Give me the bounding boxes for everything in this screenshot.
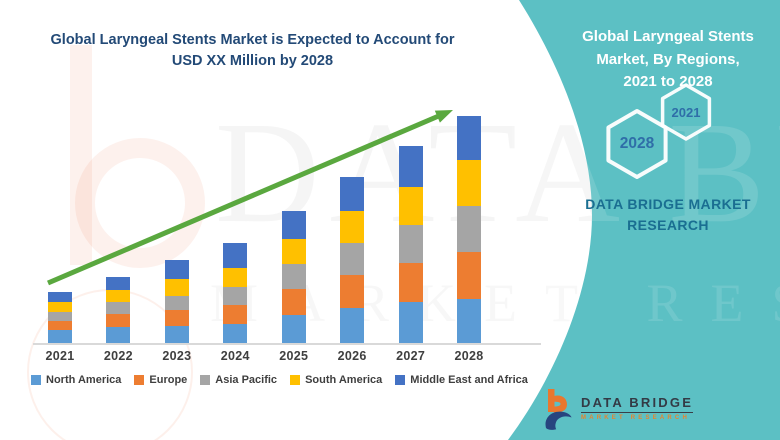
data-bridge-logo-icon — [545, 389, 572, 430]
data-bridge-logo-text: DATA BRIDGE MARKET RESEARCH — [581, 389, 694, 421]
bar-segment-europe — [48, 321, 72, 330]
bar-segment-middle-east-and-africa — [281, 211, 306, 239]
x-axis-label-2026: 2026 — [337, 349, 367, 363]
bar-segment-north-america — [340, 308, 365, 343]
logo-divider — [581, 412, 694, 413]
stacked-bar-2024 — [223, 243, 248, 343]
side-panel-heading: Global Laryngeal Stents Market, By Regio… — [556, 26, 780, 94]
watermark-b-bowl — [75, 138, 205, 268]
bar-segment-north-america — [398, 302, 423, 343]
bar-segment-asia-pacific — [164, 296, 189, 310]
legend-swatch — [395, 375, 406, 385]
bar-segment-europe — [281, 289, 306, 315]
bar-segment-middle-east-and-africa — [457, 116, 481, 160]
bar-segment-south-america — [164, 279, 189, 296]
x-axis-label-2021: 2021 — [45, 349, 75, 363]
legend-label: Middle East and Africa — [410, 374, 528, 386]
bar-segment-asia-pacific — [281, 264, 306, 289]
legend-item-asia-pacific: Asia Pacific — [200, 374, 277, 386]
stacked-bar-2027 — [398, 146, 423, 343]
logo-name-text: DATA BRIDGE — [581, 395, 694, 410]
stacked-bar-2025 — [281, 211, 306, 343]
legend-item-middle-east-and-africa: Middle East and Africa — [395, 374, 528, 386]
side-panel-heading-line2: Market, By Regions, — [596, 50, 740, 68]
bar-segment-middle-east-and-africa — [106, 277, 131, 290]
logo-sub-text: MARKET RESEARCH — [581, 415, 691, 421]
x-axis-label-2027: 2027 — [396, 349, 426, 363]
legend-label: North America — [46, 374, 122, 386]
bar-segment-middle-east-and-africa — [340, 177, 365, 211]
bar-segment-europe — [398, 263, 423, 302]
data-bridge-logo: DATA BRIDGE MARKET RESEARCH — [545, 389, 694, 430]
bar-segment-asia-pacific — [48, 312, 72, 321]
brand-text: DATA BRIDGE MARKET RESEARCH — [556, 194, 780, 236]
legend-item-north-america: North America — [31, 374, 121, 386]
brand-text-line2: RESEARCH — [627, 217, 709, 233]
x-axis-line — [33, 343, 541, 345]
x-axis-label-2022: 2022 — [103, 349, 133, 363]
trend-arrow-head — [434, 110, 453, 123]
bar-segment-south-america — [223, 268, 248, 287]
legend-swatch — [290, 375, 301, 385]
bar-segment-asia-pacific — [457, 206, 481, 252]
bar-segment-south-america — [340, 211, 365, 243]
chart-title-line1: Global Laryngeal Stents Market is Expect… — [50, 32, 455, 48]
legend-item-europe: Europe — [134, 374, 187, 386]
x-axis-label-2028: 2028 — [454, 349, 484, 363]
bar-segment-north-america — [48, 330, 72, 343]
hexagon-2021-label: 2021 — [671, 105, 701, 120]
bar-segment-north-america — [164, 326, 189, 343]
legend-label: South America — [305, 374, 383, 386]
chart-legend: North America Europe Asia Pacific South Ame… — [31, 374, 528, 386]
side-panel-heading-line3: 2021 to 2028 — [623, 73, 713, 90]
bar-segment-europe — [223, 305, 248, 324]
bar-segment-asia-pacific — [223, 287, 248, 305]
bar-segment-south-america — [281, 239, 306, 264]
bar-segment-asia-pacific — [106, 302, 131, 314]
stacked-bar-2021 — [48, 292, 72, 343]
bar-segment-south-america — [457, 160, 481, 206]
legend-swatch — [200, 375, 211, 385]
bar-segment-europe — [457, 252, 481, 299]
stacked-bar-2028 — [457, 116, 481, 343]
x-axis-label-2025: 2025 — [279, 349, 309, 363]
legend-swatch — [31, 375, 41, 385]
side-panel-heading-line1: Global Laryngeal Stents — [582, 28, 754, 45]
bar-segment-north-america — [223, 324, 248, 343]
bar-segment-middle-east-and-africa — [48, 292, 72, 302]
legend-label: Europe — [149, 374, 188, 386]
bar-segment-south-america — [106, 290, 131, 302]
legend-swatch — [134, 375, 145, 385]
legend-item-south-america: South America — [290, 374, 382, 386]
x-axis-label-2023: 2023 — [162, 349, 192, 363]
chart-title: Global Laryngeal Stents Market is Expect… — [0, 30, 505, 72]
x-axis-label-2024: 2024 — [220, 349, 250, 363]
bar-segment-south-america — [48, 302, 72, 312]
bar-segment-europe — [106, 314, 131, 327]
bar-segment-middle-east-and-africa — [223, 243, 248, 268]
hexagon-2028-label: 2028 — [619, 135, 655, 152]
chart-title-line2: USD XX Million by 2028 — [171, 53, 334, 70]
brand-text-line1: DATA BRIDGE MARKET — [585, 196, 751, 212]
bar-segment-europe — [340, 275, 365, 308]
stacked-bar-2023 — [164, 260, 189, 343]
stacked-bar-2022 — [106, 277, 131, 343]
bar-segment-asia-pacific — [340, 243, 365, 275]
bar-segment-middle-east-and-africa — [398, 146, 423, 187]
bar-segment-south-america — [398, 187, 423, 225]
stacked-bar-2026 — [340, 177, 365, 343]
bar-segment-north-america — [106, 327, 131, 343]
bar-segment-north-america — [457, 299, 481, 343]
watermark-b-stem — [70, 45, 92, 265]
legend-label: Asia Pacific — [215, 374, 278, 386]
bar-segment-europe — [164, 310, 189, 326]
bar-segment-middle-east-and-africa — [164, 260, 189, 279]
bar-segment-north-america — [281, 315, 306, 343]
bar-segment-asia-pacific — [398, 225, 423, 263]
